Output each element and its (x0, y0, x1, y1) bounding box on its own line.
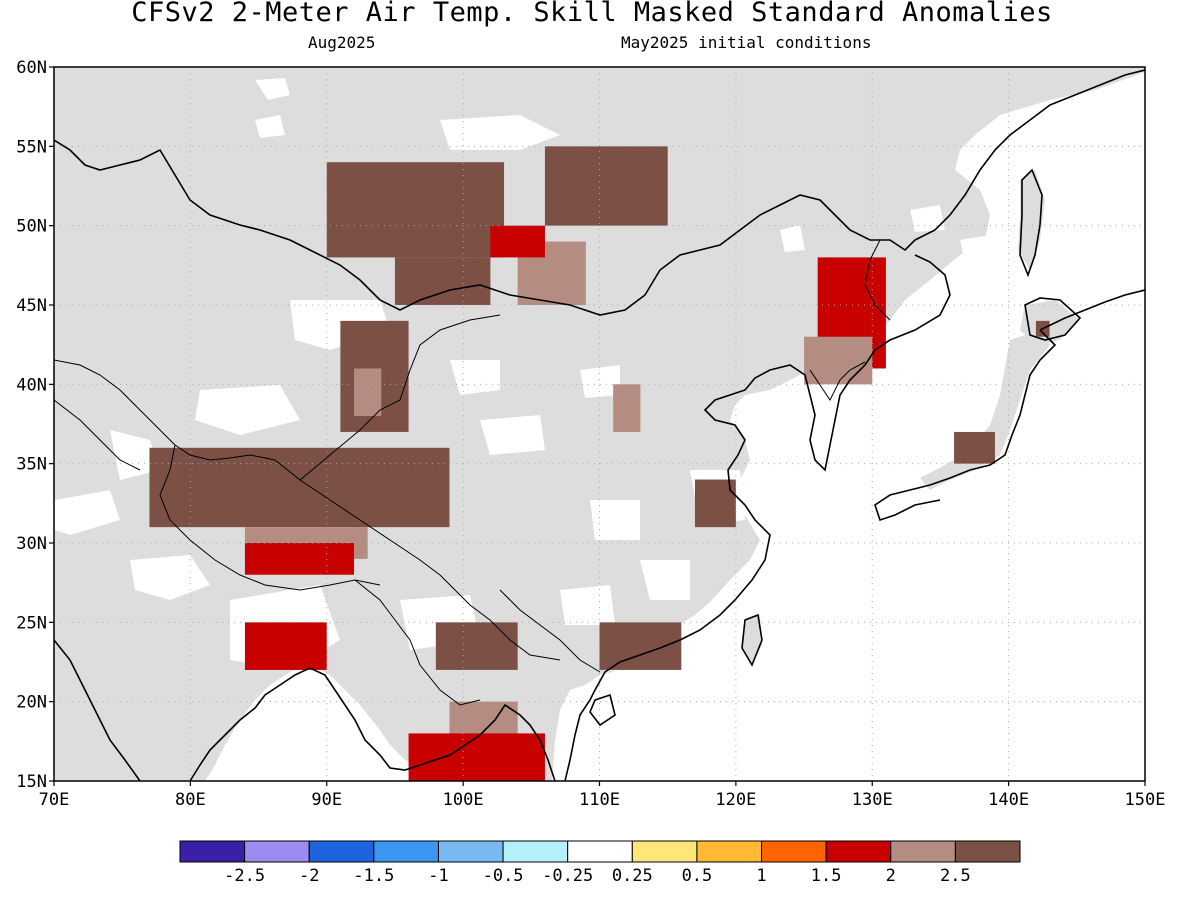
colorbar-label: -1.5 (353, 866, 394, 886)
lon-tick-label: 150E (1125, 790, 1166, 810)
grid-lines (54, 67, 1145, 781)
colorbar-label: 1 (756, 866, 766, 886)
anomaly-tibet-north (149, 447, 450, 528)
anomaly-shanxi (613, 384, 641, 432)
colorbar-label: 0.25 (612, 866, 653, 886)
lon-tick-label: 70E (39, 790, 70, 810)
anomaly-baikal (544, 146, 668, 226)
colorbar-swatch (244, 840, 310, 863)
colorbar-label: 0.5 (682, 866, 713, 886)
land-mask-japan (920, 330, 1050, 490)
colorbar: -2.5 -2 -1.5 -1 -0.5 -0.25 0.25 0.5 1 1.5 2 2.5 (179, 840, 1021, 886)
colorbar-swatch (696, 840, 763, 863)
latitude-ticks: 60N 55N 50N 45N 40N 35N 30N 25N 20N 15N (16, 58, 54, 792)
anomaly-himalaya (244, 543, 355, 575)
colorbar-label: -0.25 (542, 866, 593, 886)
colorbar-swatch (631, 840, 698, 863)
anomaly-mongolia-north (326, 162, 505, 258)
lat-tick-label: 35N (16, 455, 47, 475)
anomaly-mongolia-central (394, 257, 491, 305)
lat-tick-label: 55N (16, 137, 47, 157)
coastlines (54, 69, 1145, 781)
anomaly-thailand-south (408, 733, 545, 781)
lon-tick-label: 140E (988, 790, 1029, 810)
lon-tick-label: 80E (175, 790, 206, 810)
lat-tick-label: 15N (16, 772, 47, 792)
colorbar-swatch (502, 840, 569, 863)
colorbar-label: -2.5 (224, 866, 265, 886)
country-borders (54, 239, 891, 706)
land-mask-hokkaido (1020, 300, 1080, 345)
colorbar-label: -2 (299, 866, 319, 886)
lat-tick-label: 30N (16, 534, 47, 554)
colorbar-swatch (890, 840, 956, 863)
lat-tick-label: 50N (16, 217, 47, 237)
colorbar-swatch (567, 840, 633, 863)
anomaly-layer (149, 146, 1050, 781)
colorbar-label: 2.5 (940, 866, 971, 886)
lat-tick-label: 20N (16, 693, 47, 713)
colorbar-label: -0.5 (483, 866, 524, 886)
forecast-month: Aug2025 (308, 33, 376, 52)
lat-tick-label: 40N (16, 375, 47, 395)
initial-conditions: May2025 initial conditions (621, 33, 872, 52)
longitude-ticks: 70E 80E 90E 100E 110E 120E 130E 140E 150E (39, 781, 1166, 810)
colorbar-swatch (373, 840, 439, 863)
anomaly-myanmar-yunnan (435, 622, 518, 670)
colorbar-swatch (308, 840, 375, 863)
land-mask-sakhalin (1018, 170, 1045, 270)
colorbar-swatch (954, 840, 1021, 863)
lon-tick-label: 120E (715, 790, 756, 810)
lat-tick-label: 45N (16, 296, 47, 316)
lon-tick-label: 90E (311, 790, 342, 810)
lon-tick-label: 110E (579, 790, 620, 810)
colorbar-label: 2 (886, 866, 896, 886)
colorbar-swatch (825, 840, 892, 863)
colorbar-label: -1 (428, 866, 448, 886)
anomaly-honshu (954, 431, 995, 464)
lon-tick-label: 130E (852, 790, 893, 810)
lat-tick-label: 60N (16, 58, 47, 78)
colorbar-swatch (761, 840, 827, 863)
colorbar-swatch (437, 840, 504, 863)
colorbar-label: 1.5 (811, 866, 842, 886)
anomaly-korea-north (804, 336, 873, 385)
anomaly-tianshan (354, 368, 382, 417)
colorbar-swatch (179, 840, 246, 863)
anomaly-south-china (599, 622, 682, 670)
anomaly-bangladesh (244, 622, 327, 670)
lon-tick-label: 100E (443, 790, 484, 810)
anomaly-mongolia-east (490, 225, 545, 258)
map-title: CFSv2 2-Meter Air Temp. Skill Masked Sta… (131, 0, 1053, 28)
lat-tick-label: 25N (16, 613, 47, 633)
